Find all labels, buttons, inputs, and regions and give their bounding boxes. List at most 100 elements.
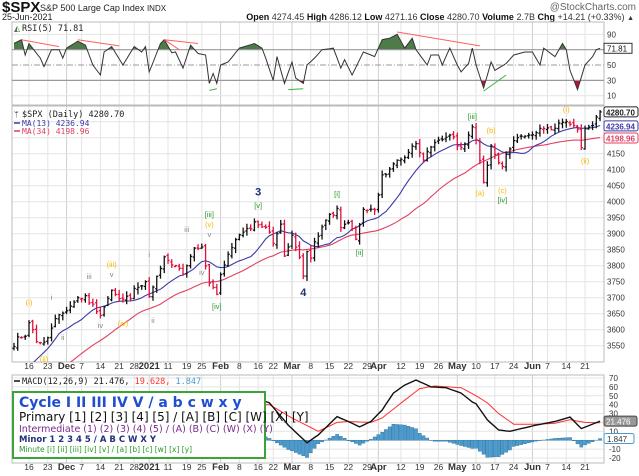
price-bar [331,211,335,218]
price-bar [395,159,399,169]
wave-label: (ii) [581,156,590,165]
macd-axis-label: -10 [609,445,621,454]
histogram-bar [421,435,426,441]
wave-label: [iv] [212,302,222,311]
price-bar [376,192,381,213]
histogram-bar [432,440,437,442]
wave-label: v [110,270,114,279]
wave-label: (iii) [107,260,117,269]
price-bar [380,170,384,199]
price-bar [361,207,365,227]
x-tick-label: Dec [58,361,75,372]
price-bar [34,324,39,344]
histogram-bar [361,440,366,444]
wave-label: v [207,230,211,239]
histogram-bar [384,429,388,441]
price-axis-label: 3700 [607,294,625,303]
price-panel [11,105,605,363]
price-bar [369,204,373,212]
price-bar [497,152,501,165]
x-tick-label: 23 [43,361,53,371]
price-bar [286,243,290,257]
histogram-bar [380,431,384,441]
price-bar [354,225,358,241]
price-bar [545,124,550,134]
change-value: +14.21 (+0.33%) [557,12,625,22]
rsi-axis-label: 30 [607,76,616,85]
price-bar [594,114,598,129]
histogram-bar [297,440,302,455]
x-tick-label: 15 [325,462,335,472]
price-bar [519,134,523,140]
price-bar [418,139,422,158]
high-value: 4286.12 [329,12,362,22]
price-bar [136,282,140,295]
price-bar [267,221,272,234]
price-bar [207,263,211,287]
histogram-bar [350,440,354,443]
x-tick-label: 11 [164,462,173,472]
price-bar [102,305,106,317]
price-bar [459,142,463,151]
price-bar-icon: ᛘ [14,110,19,119]
histogram-value-box [603,433,635,445]
ma13-value-label: 4236.94 [606,122,635,131]
histogram-bar [365,440,369,442]
price-bar [523,135,527,139]
x-tick-label: 25 [197,462,207,472]
histogram-bar [369,439,373,441]
x-tick-label: 2021 [139,462,161,473]
histogram-bar [519,440,523,445]
price-bar [309,245,313,263]
price-bar [587,124,591,130]
histogram-bar [391,423,396,441]
histogram-bar [312,440,317,449]
price-axis-label: 3950 [607,214,625,223]
x-tick-label: 29 [362,361,372,371]
wave-label: [iv] [498,195,508,204]
wave-label: iv [199,268,205,277]
x-tick-label: 19 [182,361,192,371]
histogram-bar [278,440,283,446]
price-bar [166,253,170,264]
legend-primary: Primary [1] [2] [3] [4] [5] / [A] [B] [C… [19,410,309,425]
price-bar [12,342,16,351]
price-bar [132,285,136,300]
price-bar [203,243,208,270]
price-bar [260,221,264,228]
price-bar [470,124,474,139]
price-bar [425,147,429,162]
price-bar [234,237,238,254]
histogram-bar [508,440,512,451]
x-tick-label: Dec [58,462,75,473]
price-value-label: 4280.70 [606,108,635,117]
histogram-bar [282,440,287,448]
histogram-bar [470,440,475,449]
price-bar [534,130,538,140]
histogram-bar [286,440,291,450]
price-bar [478,138,482,165]
price-bar [79,297,84,303]
x-tick-label: Feb [212,361,229,372]
rsi-divergence-line [163,39,180,51]
price-bar [16,332,20,351]
price-bar [57,313,61,324]
price-bar [384,173,388,178]
price-bar [185,264,189,278]
ma13-line [33,124,601,362]
price-axis-label: 3650 [607,310,625,319]
x-tick-label: 7 [79,462,84,472]
price-bar [181,263,185,276]
price-bar [147,277,151,298]
histogram-bar [463,440,467,447]
x-tick-label: 16 [24,361,34,371]
price-bar [583,125,587,150]
histogram-bar [504,440,508,453]
price-bar [560,118,565,129]
wave-label: [ii] [356,248,364,257]
price-bar [320,224,324,240]
price-bar [515,133,520,144]
macd-value-box [603,415,638,427]
price-bar [27,320,31,338]
histogram-bar [354,440,358,444]
